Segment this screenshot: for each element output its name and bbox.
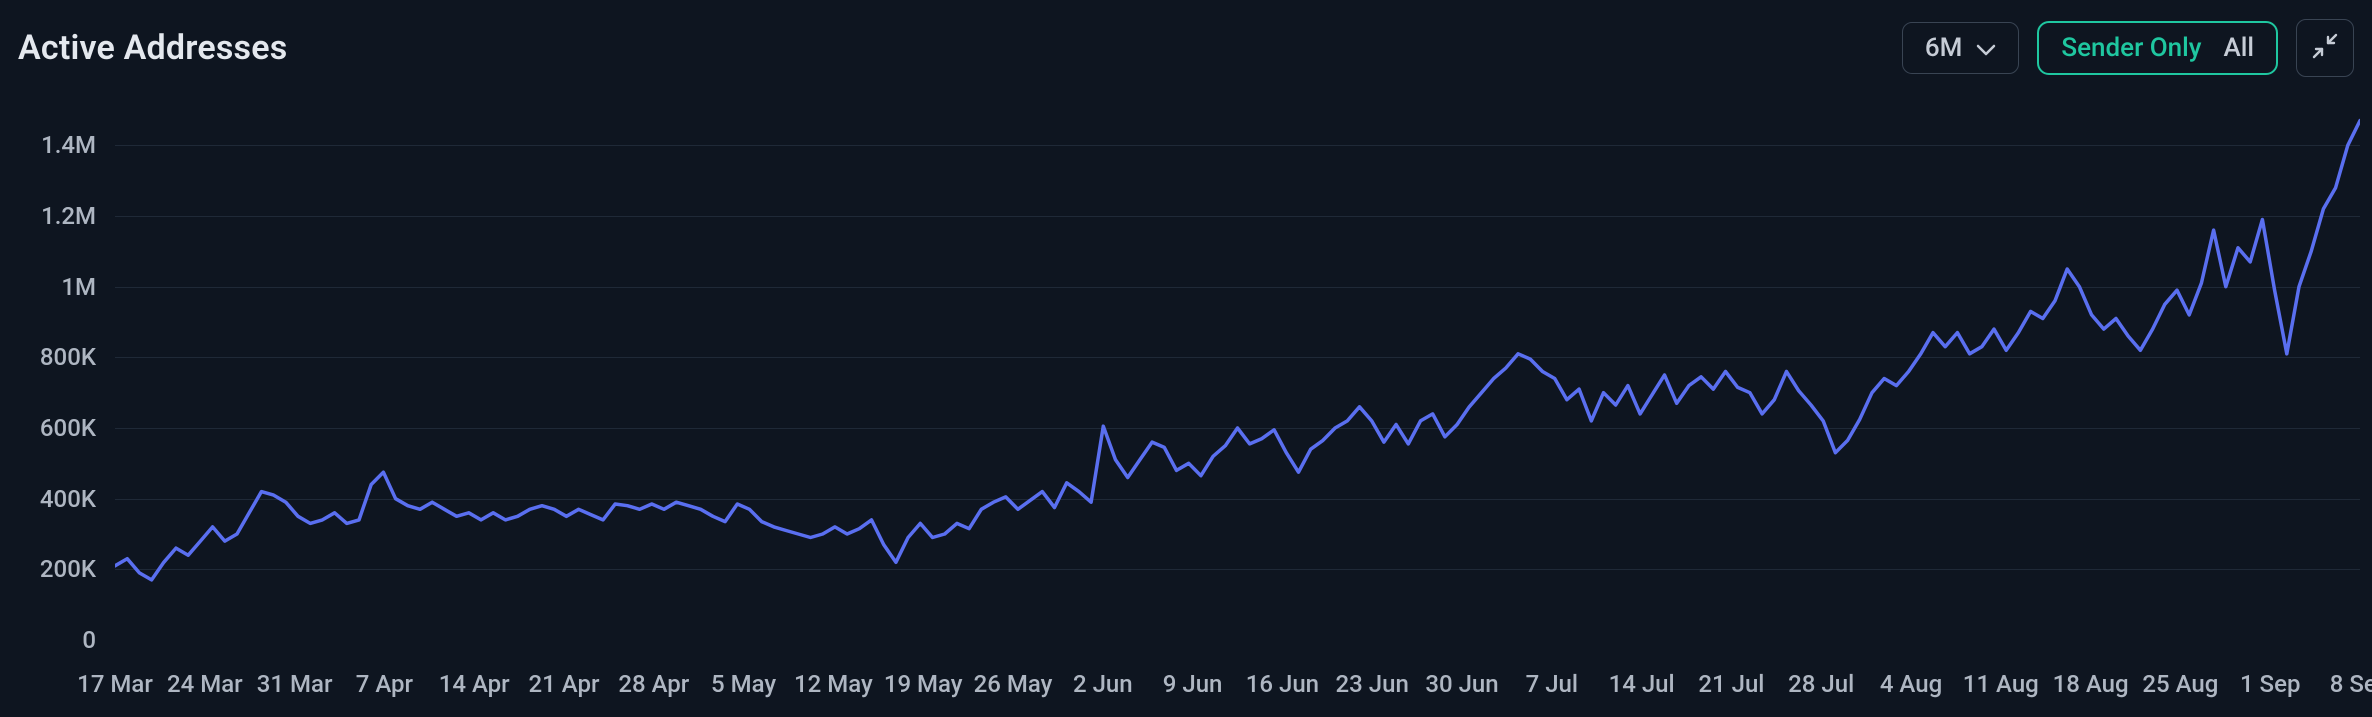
- x-axis-label: 14 Jul: [1609, 670, 1675, 698]
- chart-area: 0 200K 400K 600K 800K 1M 1.2M 1.4M 17 Mar 24 Mar 3…: [0, 110, 2372, 717]
- x-axis-label: 5 May: [711, 670, 776, 698]
- x-axis-label: 31 Mar: [257, 670, 333, 698]
- panel-header: Active Addresses 6M Sender Only All: [18, 18, 2354, 78]
- panel-title: Active Addresses: [18, 28, 287, 68]
- x-axis-label: 28 Jul: [1788, 670, 1854, 698]
- y-axis-label: 1.4M: [0, 131, 96, 159]
- x-axis-label: 8 Sep: [2330, 670, 2372, 698]
- x-axis-label: 30 Jun: [1425, 670, 1498, 698]
- y-axis-label: 1M: [0, 273, 96, 301]
- collapse-button[interactable]: [2296, 19, 2354, 77]
- x-axis-label: 24 Mar: [167, 670, 243, 698]
- x-axis-label: 7 Apr: [356, 670, 413, 698]
- y-axis-label: 1.2M: [0, 202, 96, 230]
- x-axis-label: 28 Apr: [618, 670, 689, 698]
- x-axis-label: 18 Aug: [2053, 670, 2129, 698]
- chart-panel: Active Addresses 6M Sender Only All: [0, 0, 2372, 717]
- y-axis-label: 400K: [0, 485, 96, 513]
- x-axis-label: 26 May: [974, 670, 1053, 698]
- x-axis-label: 12 May: [794, 670, 873, 698]
- x-axis-label: 1 Sep: [2240, 670, 2300, 698]
- x-axis-label: 19 May: [884, 670, 963, 698]
- y-axis-label: 600K: [0, 414, 96, 442]
- x-axis-label: 21 Apr: [529, 670, 600, 698]
- y-axis-label: 200K: [0, 555, 96, 583]
- x-axis-label: 11 Aug: [1963, 670, 2039, 698]
- x-axis-label: 2 Jun: [1073, 670, 1133, 698]
- panel-controls: 6M Sender Only All: [1902, 19, 2354, 77]
- chevron-down-icon: [1976, 33, 1996, 63]
- x-axis-label: 9 Jun: [1163, 670, 1223, 698]
- time-range-label: 6M: [1925, 33, 1963, 63]
- x-axis-label: 23 Jun: [1336, 670, 1409, 698]
- x-axis-label: 14 Apr: [439, 670, 510, 698]
- x-axis-label: 17 Mar: [77, 670, 153, 698]
- x-axis-label: 21 Jul: [1698, 670, 1764, 698]
- line-series: [115, 110, 2360, 640]
- x-axis-label: 16 Jun: [1246, 670, 1319, 698]
- x-axis-label: 7 Jul: [1526, 670, 1578, 698]
- x-axis-label: 4 Aug: [1880, 670, 1942, 698]
- x-axis-label: 25 Aug: [2142, 670, 2218, 698]
- filter-all[interactable]: All: [2224, 33, 2255, 63]
- y-axis-label: 800K: [0, 343, 96, 371]
- filter-toggle[interactable]: Sender Only All: [2037, 21, 2278, 75]
- y-axis-label: 0: [0, 626, 96, 654]
- filter-sender-only[interactable]: Sender Only: [2061, 33, 2201, 63]
- collapse-icon: [2312, 33, 2338, 63]
- time-range-dropdown[interactable]: 6M: [1902, 22, 2020, 74]
